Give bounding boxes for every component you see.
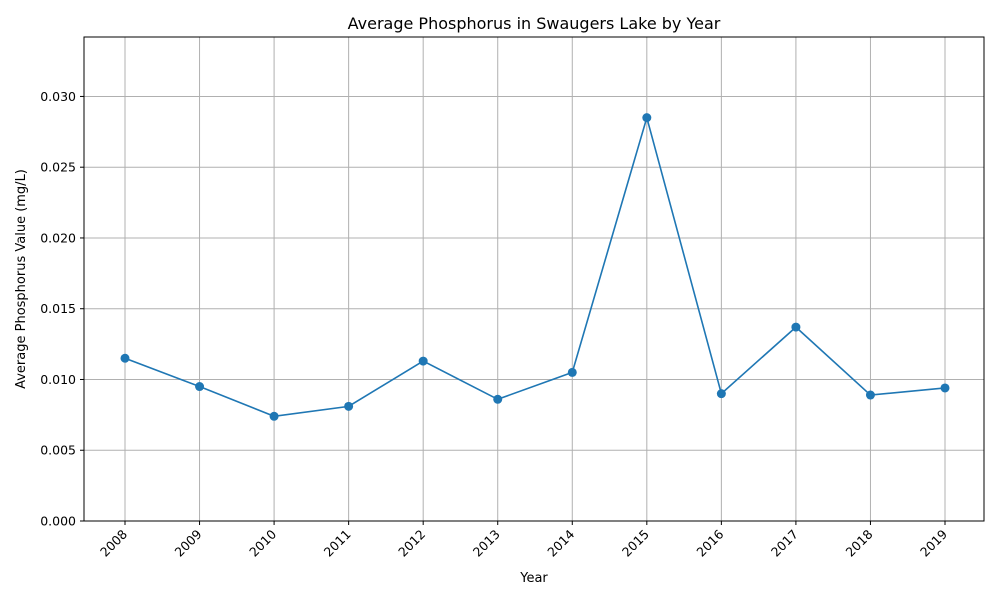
x-tick-label: 2019 xyxy=(917,526,950,559)
data-point xyxy=(120,353,130,363)
x-tick-label: 2015 xyxy=(619,527,652,560)
grid-lines xyxy=(84,37,984,522)
y-axis-ticks: 0.000 0.005 0.010 0.015 0.020 0.025 0.030 xyxy=(40,89,84,529)
x-tick-label: 2016 xyxy=(693,526,726,559)
y-tick-label: 0.010 xyxy=(40,372,76,387)
y-axis-label: Average Phosphorus Value (mg/L) xyxy=(14,169,29,389)
data-point xyxy=(865,390,875,400)
x-tick-label: 2014 xyxy=(544,526,577,559)
x-tick-label: 2008 xyxy=(97,526,130,559)
y-tick-label: 0.025 xyxy=(40,160,76,175)
y-tick-label: 0.015 xyxy=(40,301,76,316)
data-point xyxy=(791,322,801,332)
data-point xyxy=(195,382,205,392)
plot-frame xyxy=(83,36,985,522)
y-tick-label: 0.005 xyxy=(40,443,76,458)
x-tick-label: 2012 xyxy=(395,527,428,560)
data-point xyxy=(940,383,950,393)
x-tick-label: 2013 xyxy=(470,527,503,560)
data-point xyxy=(493,394,503,404)
x-tick-label: 2009 xyxy=(172,526,205,559)
x-tick-label: 2018 xyxy=(842,526,875,559)
y-tick-label: 0.020 xyxy=(40,230,76,245)
data-point xyxy=(418,356,428,366)
data-point xyxy=(716,389,726,399)
x-axis-ticks: 2008 2009 2010 2011 2012 2013 2014 2015 2016 2017… xyxy=(97,521,950,560)
data-point xyxy=(567,367,577,377)
data-point xyxy=(642,113,652,123)
x-tick-label: 2011 xyxy=(321,527,354,560)
y-tick-label: 0.000 xyxy=(40,514,76,529)
x-tick-label: 2010 xyxy=(246,526,279,559)
series-line xyxy=(124,114,946,418)
x-tick-label: 2017 xyxy=(768,527,801,560)
data-point xyxy=(269,411,279,421)
y-tick-label: 0.030 xyxy=(40,89,76,104)
series-group xyxy=(120,113,950,421)
chart-title: Average Phosphorus in Swaugers Lake by Y… xyxy=(348,14,721,33)
x-axis-label: Year xyxy=(519,571,548,586)
data-point xyxy=(344,401,354,411)
